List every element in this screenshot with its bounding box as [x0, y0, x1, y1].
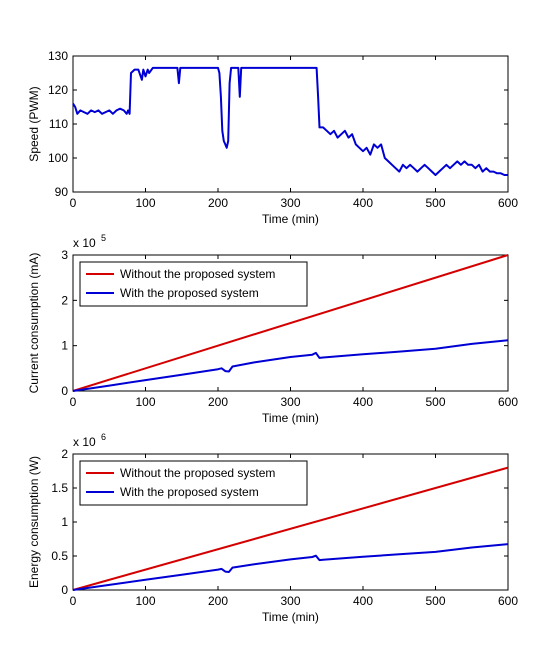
y-tick-label: 130: [48, 49, 68, 63]
x-tick-label: 500: [425, 594, 445, 608]
x-tick-label: 200: [208, 196, 228, 210]
x-tick-label: 300: [280, 395, 300, 409]
x-tick-label: 200: [208, 594, 228, 608]
series-line-1: [72, 254, 509, 392]
legend-box: [79, 460, 308, 506]
axis-exponent-power: 6: [101, 432, 106, 442]
x-tick-label: 400: [353, 395, 373, 409]
axis-exponent-power: 5: [101, 233, 106, 243]
chart-panel-1: 0 100 200 300 400 500 600 90 100 110 120 130 Time (m…: [27, 49, 518, 226]
x-tick-label: 100: [135, 395, 155, 409]
legend-label: With the proposed system: [120, 286, 259, 300]
y-tick-label: 2: [61, 447, 68, 461]
series-line-2: [72, 339, 509, 392]
legend: Without the proposed system With the prop…: [79, 261, 308, 307]
x-tick-label: 500: [425, 395, 445, 409]
x-tick-label: 400: [353, 196, 373, 210]
y-tick-label: 0: [61, 384, 68, 398]
y-tick-label: 1: [61, 515, 68, 529]
chart-panel-2: 0 100 200 300 400 500 600 0 1 2 3 Time (min) Current…: [27, 233, 518, 425]
x-tick-label: 100: [135, 594, 155, 608]
series-line-1: [72, 66, 508, 176]
x-tick-label: 0: [70, 196, 77, 210]
x-tick-label: 200: [208, 395, 228, 409]
y-tick-label: 3: [61, 248, 68, 262]
y-tick-label: 2: [61, 293, 68, 307]
x-tick-label: 0: [70, 395, 77, 409]
y-tick-label: 110: [49, 117, 68, 131]
x-tick-label: 600: [498, 395, 518, 409]
series-line-2: [72, 543, 509, 591]
y-axis-label: Speed (PWM): [27, 86, 41, 161]
x-tick-label: 600: [498, 196, 518, 210]
y-tick-label: 0.5: [51, 549, 68, 563]
chart-panel-3: 0 100 200 300 400 500 600 0 0.5 1 1.5 2 Time (min) En…: [27, 432, 518, 624]
x-tick-label: 100: [135, 196, 155, 210]
x-tick-label: 0: [70, 594, 77, 608]
legend: Without the proposed system With the prop…: [79, 460, 308, 506]
legend-label: With the proposed system: [120, 485, 259, 499]
x-axis-label: Time (min): [262, 610, 319, 624]
legend-label: Without the proposed system: [120, 267, 275, 281]
y-axis-label: Energy consumption (W): [27, 456, 41, 588]
x-axis-label: Time (min): [262, 411, 319, 425]
axis-exponent: x 10: [73, 236, 96, 250]
y-tick-label: 1: [61, 339, 68, 353]
legend-box: [79, 261, 308, 307]
y-tick-label: 90: [55, 185, 69, 199]
x-tick-label: 300: [280, 594, 300, 608]
y-tick-label: 1.5: [51, 481, 68, 495]
y-tick-label: 120: [48, 83, 68, 97]
x-tick-label: 300: [280, 196, 300, 210]
legend-label: Without the proposed system: [120, 466, 275, 480]
plot-area: [72, 55, 509, 193]
axis-exponent: x 10: [73, 435, 96, 449]
y-axis-label: Current consumption (mA): [27, 253, 41, 394]
y-tick-label: 0: [61, 583, 68, 597]
x-axis-label: Time (min): [262, 212, 319, 226]
x-tick-label: 500: [425, 196, 445, 210]
x-tick-label: 400: [353, 594, 373, 608]
y-tick-label: 100: [48, 151, 68, 165]
x-tick-label: 600: [498, 594, 518, 608]
series-line-1: [72, 466, 509, 591]
